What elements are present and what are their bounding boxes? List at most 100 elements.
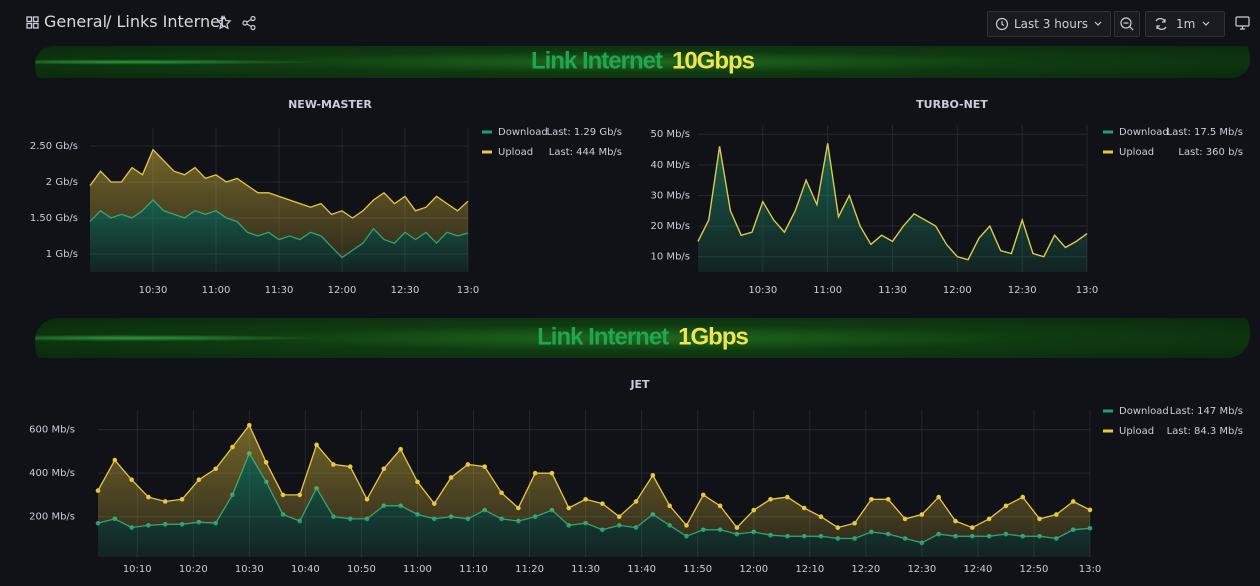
data-point bbox=[197, 477, 202, 482]
data-point bbox=[684, 523, 689, 528]
x-tick-label: 11:30 bbox=[878, 285, 907, 296]
legend-last: Last: 360 b/s bbox=[1178, 147, 1243, 158]
y-tick-label: 20 Mb/s bbox=[651, 221, 690, 232]
data-point bbox=[735, 525, 740, 530]
y-tick-label: 40 Mb/s bbox=[651, 160, 690, 171]
x-tick-label: 11:10 bbox=[459, 564, 488, 575]
data-point bbox=[348, 464, 353, 469]
x-tick-label: 13:0 bbox=[1076, 285, 1098, 296]
x-tick-label: 12:20 bbox=[851, 564, 880, 575]
data-point bbox=[886, 497, 891, 502]
legend-name: Upload bbox=[1119, 147, 1154, 158]
data-point bbox=[936, 495, 941, 500]
x-tick-label: 11:00 bbox=[403, 564, 432, 575]
data-point bbox=[1004, 504, 1009, 509]
data-point bbox=[432, 501, 437, 506]
x-tick-label: 11:40 bbox=[627, 564, 656, 575]
legend-last: Last: 84.3 Mb/s bbox=[1167, 426, 1243, 437]
legend-last: Last: 444 Mb/s bbox=[549, 147, 622, 158]
y-tick-label: 10 Mb/s bbox=[651, 252, 690, 263]
data-point bbox=[802, 506, 807, 511]
panel-title: TURBO-NET bbox=[916, 98, 988, 111]
data-point bbox=[314, 443, 319, 448]
data-point bbox=[365, 497, 370, 502]
data-point bbox=[903, 517, 908, 522]
legend-name: Download bbox=[1119, 406, 1169, 417]
x-tick-label: 10:20 bbox=[179, 564, 208, 575]
x-tick-label: 13:0 bbox=[1079, 564, 1101, 575]
legend-name: Download bbox=[498, 127, 548, 138]
x-tick-label: 11:30 bbox=[265, 285, 294, 296]
data-point bbox=[213, 467, 218, 472]
data-point bbox=[835, 525, 840, 530]
x-tick-label: 10:30 bbox=[139, 285, 168, 296]
y-tick-label: 2.50 Gb/s bbox=[30, 141, 78, 152]
data-point bbox=[449, 475, 454, 480]
data-point bbox=[1020, 495, 1025, 500]
data-point bbox=[566, 506, 571, 511]
x-tick-label: 10:30 bbox=[748, 285, 777, 296]
data-point bbox=[466, 462, 471, 467]
data-point bbox=[331, 462, 336, 467]
data-point bbox=[1088, 508, 1093, 513]
data-point bbox=[113, 458, 118, 463]
data-point bbox=[751, 508, 756, 513]
data-point bbox=[550, 471, 555, 476]
data-point bbox=[516, 506, 521, 511]
x-tick-label: 11:00 bbox=[813, 285, 842, 296]
data-point bbox=[398, 447, 403, 452]
x-tick-label: 12:30 bbox=[907, 564, 936, 575]
data-point bbox=[617, 514, 622, 519]
panel-title: NEW-MASTER bbox=[288, 98, 372, 111]
y-tick-label: 50 Mb/s bbox=[651, 129, 690, 140]
data-point bbox=[180, 497, 185, 502]
y-tick-label: 1.50 Gb/s bbox=[30, 213, 78, 224]
data-point bbox=[230, 445, 235, 450]
data-point bbox=[701, 493, 706, 498]
y-tick-label: 200 Mb/s bbox=[29, 512, 75, 523]
data-point bbox=[920, 512, 925, 517]
data-point bbox=[96, 488, 101, 493]
y-tick-label: 1 Gb/s bbox=[46, 249, 78, 260]
legend-name: Download bbox=[1119, 127, 1169, 138]
x-tick-label: 11:00 bbox=[202, 285, 231, 296]
page: General / Links Internet Last 3 hours 1m… bbox=[0, 0, 1260, 586]
data-point bbox=[852, 521, 857, 526]
x-tick-label: 12:00 bbox=[739, 564, 768, 575]
data-point bbox=[600, 501, 605, 506]
data-point bbox=[667, 504, 672, 509]
y-tick-label: 2 Gb/s bbox=[46, 177, 78, 188]
x-tick-label: 10:30 bbox=[235, 564, 264, 575]
data-point bbox=[129, 477, 134, 482]
data-point bbox=[651, 473, 656, 478]
legend-last: Last: 147 Mb/s bbox=[1170, 406, 1243, 417]
data-point bbox=[499, 490, 504, 495]
plot bbox=[96, 423, 1093, 557]
data-point bbox=[533, 471, 538, 476]
data-point bbox=[987, 517, 992, 522]
x-tick-label: 11:30 bbox=[571, 564, 600, 575]
x-tick-label: 10:40 bbox=[291, 564, 320, 575]
x-tick-label: 12:00 bbox=[943, 285, 972, 296]
legend-last: Last: 17.5 Mb/s bbox=[1167, 127, 1243, 138]
data-point bbox=[1071, 499, 1076, 504]
data-point bbox=[146, 495, 151, 500]
panel-title: JET bbox=[629, 378, 650, 391]
data-point bbox=[768, 497, 773, 502]
data-point bbox=[785, 495, 790, 500]
data-point bbox=[264, 460, 269, 465]
data-point bbox=[1037, 517, 1042, 522]
x-tick-label: 12:30 bbox=[391, 285, 420, 296]
data-point bbox=[415, 480, 420, 485]
data-point bbox=[953, 519, 958, 524]
x-tick-label: 12:10 bbox=[795, 564, 824, 575]
data-point bbox=[247, 423, 252, 428]
x-tick-label: 12:00 bbox=[328, 285, 357, 296]
legend-name: Upload bbox=[1119, 426, 1154, 437]
y-tick-label: 400 Mb/s bbox=[29, 468, 75, 479]
data-point bbox=[819, 514, 824, 519]
x-tick-label: 11:50 bbox=[683, 564, 712, 575]
data-point bbox=[382, 467, 387, 472]
data-point bbox=[718, 504, 723, 509]
x-tick-label: 12:30 bbox=[1008, 285, 1037, 296]
